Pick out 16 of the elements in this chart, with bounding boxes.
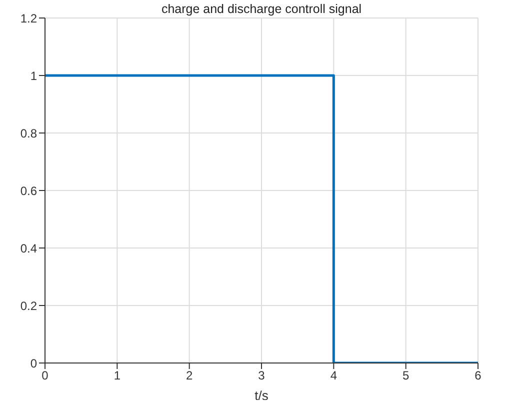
y-tick-label: 1.2 — [20, 11, 38, 26]
x-tick-label: 6 — [474, 368, 482, 383]
x-tick-label: 4 — [330, 368, 338, 383]
x-tick-label: 3 — [258, 368, 266, 383]
y-tick-label: 0.8 — [20, 126, 38, 140]
y-tick-label: 0.6 — [20, 184, 38, 198]
y-tick-label: 0 — [30, 356, 38, 370]
y-tick-label: 1 — [30, 68, 38, 83]
x-tick-label: 1 — [114, 368, 121, 383]
x-tick-label: 0 — [42, 368, 49, 383]
x-axis-title: t/s — [254, 388, 269, 403]
y-tick-label: 0.4 — [20, 241, 38, 256]
y-tick-label: 0.2 — [20, 298, 38, 313]
x-tick-label: 2 — [186, 368, 193, 383]
chart-title: charge and discharge controll signal — [160, 2, 363, 16]
x-tick-label: 5 — [402, 368, 410, 383]
